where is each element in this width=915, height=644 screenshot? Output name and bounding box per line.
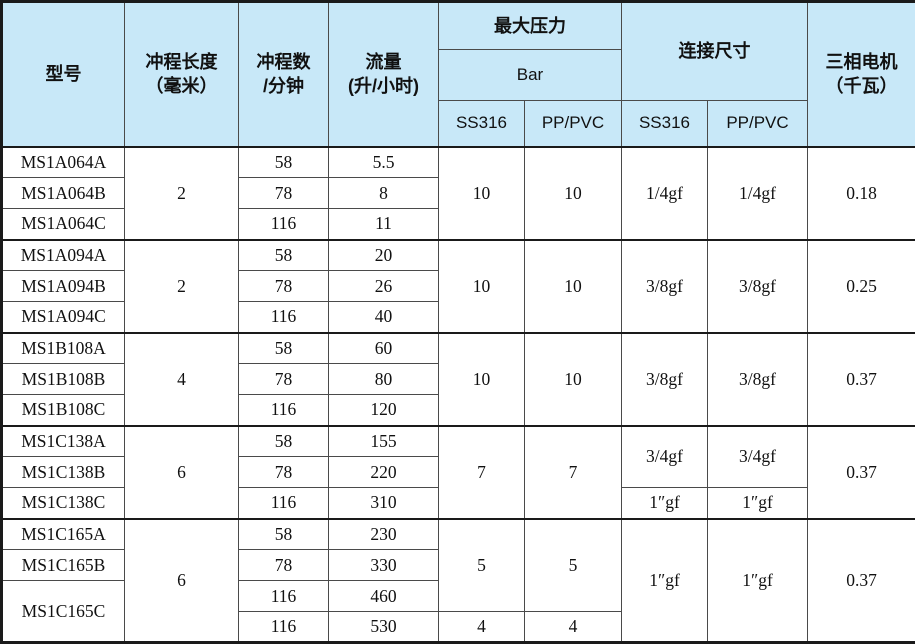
cell-stroke-length: 2: [124, 238, 239, 333]
cell-conn-pp-pvc: 1″gf: [707, 487, 808, 519]
cell-conn-ss316: 3/8gf: [621, 331, 708, 426]
cell-conn-pp-pvc: 3/8gf: [707, 238, 808, 333]
cell-strokes: 116: [238, 580, 329, 612]
cell-pressure-pp-pvc: 7: [524, 424, 622, 519]
header-max-pressure: 最大压力: [438, 1, 622, 50]
cell-flow: 310: [328, 487, 439, 519]
cell-conn-pp-pvc: 1/4gf: [707, 145, 808, 240]
cell-strokes: 58: [238, 145, 329, 178]
cell-pressure-ss316: 10: [438, 331, 525, 426]
cell-conn-ss316: 1″gf: [621, 517, 708, 643]
cell-strokes: 78: [238, 177, 329, 209]
cell-strokes: 58: [238, 424, 329, 457]
cell-conn-ss316: 3/8gf: [621, 238, 708, 333]
cell-model: MS1A094B: [1, 270, 125, 302]
cell-model: MS1A064C: [1, 208, 125, 240]
cell-strokes: 116: [238, 394, 329, 426]
cell-motor: 0.37: [807, 424, 915, 519]
cell-flow: 460: [328, 580, 439, 612]
cell-model: MS1C138C: [1, 487, 125, 519]
cell-pressure-pp-pvc: 4: [524, 611, 622, 643]
cell-motor: 0.37: [807, 517, 915, 643]
cell-flow: 8: [328, 177, 439, 209]
cell-conn-ss316: 1″gf: [621, 487, 708, 519]
cell-flow: 5.5: [328, 145, 439, 178]
cell-stroke-length: 6: [124, 517, 239, 643]
cell-model: MS1C165C: [1, 580, 125, 643]
cell-flow: 11: [328, 208, 439, 240]
cell-model: MS1A094A: [1, 238, 125, 271]
cell-motor: 0.18: [807, 145, 915, 240]
cell-pressure-ss316: 5: [438, 517, 525, 612]
header-stroke-length: 冲程长度 （毫米）: [124, 1, 239, 147]
header-pressure-ss316: SS316: [438, 100, 525, 148]
header-flow: 流量 (升/小时): [328, 1, 439, 147]
cell-flow: 20: [328, 238, 439, 271]
cell-pressure-ss316: 4: [438, 611, 525, 643]
cell-model: MS1C138B: [1, 456, 125, 488]
cell-stroke-length: 2: [124, 145, 239, 240]
cell-flow: 330: [328, 549, 439, 581]
cell-motor: 0.37: [807, 331, 915, 426]
cell-pressure-ss316: 7: [438, 424, 525, 519]
cell-model: MS1B108C: [1, 394, 125, 426]
cell-model: MS1B108B: [1, 363, 125, 395]
cell-flow: 60: [328, 331, 439, 364]
cell-strokes: 116: [238, 611, 329, 643]
cell-flow: 80: [328, 363, 439, 395]
cell-strokes: 116: [238, 487, 329, 519]
header-pressure-unit-bar: Bar: [438, 49, 622, 101]
cell-model: MS1A094C: [1, 301, 125, 333]
cell-strokes: 116: [238, 208, 329, 240]
cell-strokes: 78: [238, 549, 329, 581]
cell-conn-pp-pvc: 3/8gf: [707, 331, 808, 426]
cell-conn-ss316: 3/4gf: [621, 424, 708, 488]
cell-strokes: 78: [238, 363, 329, 395]
cell-flow: 220: [328, 456, 439, 488]
cell-pressure-ss316: 10: [438, 238, 525, 333]
header-model: 型号: [1, 1, 125, 147]
cell-model: MS1C165A: [1, 517, 125, 550]
cell-model: MS1C165B: [1, 549, 125, 581]
cell-flow: 40: [328, 301, 439, 333]
cell-pressure-pp-pvc: 10: [524, 145, 622, 240]
cell-model: MS1B108A: [1, 331, 125, 364]
cell-model: MS1A064B: [1, 177, 125, 209]
cell-flow: 26: [328, 270, 439, 302]
header-strokes-per-min: 冲程数 /分钟: [238, 1, 329, 147]
header-connection-pp-pvc: PP/PVC: [707, 100, 808, 148]
cell-model: MS1A064A: [1, 145, 125, 178]
cell-flow: 155: [328, 424, 439, 457]
cell-strokes: 58: [238, 331, 329, 364]
cell-stroke-length: 6: [124, 424, 239, 519]
cell-strokes: 78: [238, 270, 329, 302]
cell-strokes: 78: [238, 456, 329, 488]
cell-conn-ss316: 1/4gf: [621, 145, 708, 240]
cell-flow: 230: [328, 517, 439, 550]
cell-conn-pp-pvc: 3/4gf: [707, 424, 808, 488]
cell-flow: 120: [328, 394, 439, 426]
cell-pressure-pp-pvc: 10: [524, 331, 622, 426]
cell-model: MS1C138A: [1, 424, 125, 457]
cell-strokes: 58: [238, 238, 329, 271]
cell-strokes: 116: [238, 301, 329, 333]
header-motor: 三相电机 （千瓦）: [807, 1, 915, 147]
cell-stroke-length: 4: [124, 331, 239, 426]
header-connection-size: 连接尺寸: [621, 1, 808, 101]
header-pressure-pp-pvc: PP/PVC: [524, 100, 622, 148]
cell-motor: 0.25: [807, 238, 915, 333]
cell-pressure-pp-pvc: 10: [524, 238, 622, 333]
header-connection-ss316: SS316: [621, 100, 708, 148]
cell-flow: 530: [328, 611, 439, 643]
cell-strokes: 58: [238, 517, 329, 550]
cell-conn-pp-pvc: 1″gf: [707, 517, 808, 643]
cell-pressure-pp-pvc: 5: [524, 517, 622, 612]
cell-pressure-ss316: 10: [438, 145, 525, 240]
